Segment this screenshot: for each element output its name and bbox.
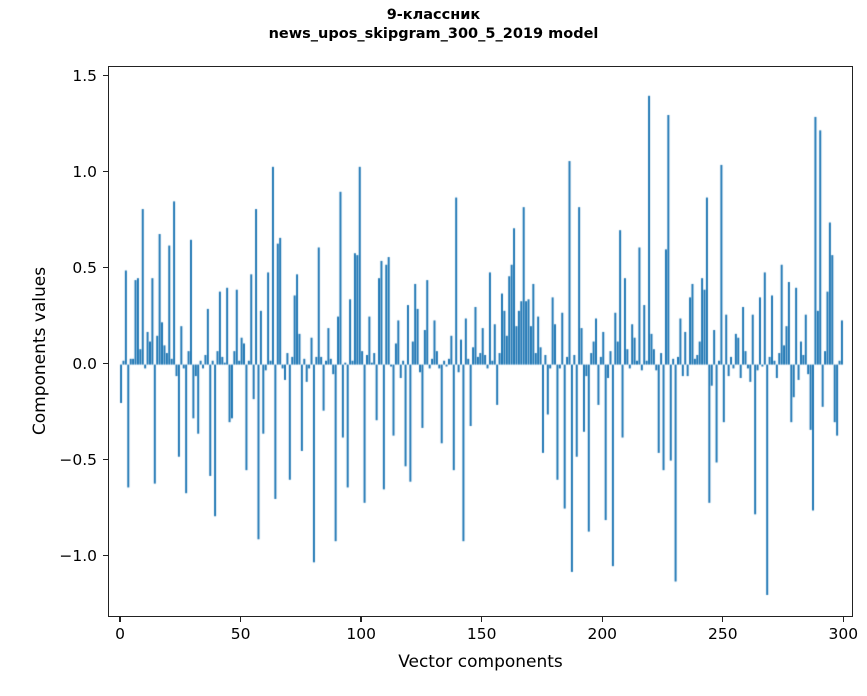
x-tick-label: 250 — [708, 625, 738, 643]
y-tick-label: −0.5 — [59, 450, 97, 469]
y-tick-label: 1.5 — [72, 66, 97, 85]
plot-area — [108, 66, 853, 617]
y-tick-mark — [103, 362, 108, 365]
x-tick-mark — [239, 617, 242, 622]
x-axis-label: Vector components — [398, 652, 563, 672]
x-tick-mark — [842, 617, 845, 622]
y-tick-mark — [103, 74, 108, 77]
y-tick-mark — [103, 554, 108, 557]
x-tick-mark — [601, 617, 603, 622]
x-tick-label: 100 — [346, 625, 376, 643]
chart-title: 9-классник news_upos_skipgram_300_5_2019… — [0, 6, 867, 44]
bar-series-canvas — [109, 67, 852, 616]
chart-title-line-1: 9-классник — [386, 7, 481, 23]
x-tick-label: 300 — [828, 625, 859, 643]
x-tick-label: 0 — [115, 625, 125, 643]
x-tick-label: 150 — [466, 625, 497, 643]
y-tick-mark — [103, 266, 108, 269]
y-tick-label: −1.0 — [59, 546, 97, 565]
y-tick-label: 0.5 — [72, 258, 97, 277]
y-tick-label: 0.0 — [72, 354, 97, 373]
x-tick-label: 200 — [587, 625, 618, 643]
y-tick-mark — [103, 170, 108, 173]
chart-title-line-2: news_upos_skipgram_300_5_2019 model — [268, 25, 599, 42]
y-tick-label: 1.0 — [72, 162, 97, 181]
x-tick-mark — [722, 617, 724, 622]
x-tick-label: 50 — [230, 625, 251, 643]
x-tick-mark — [119, 617, 121, 622]
y-axis-label: Components values — [30, 266, 50, 436]
x-tick-mark — [481, 617, 483, 622]
y-tick-mark — [103, 458, 108, 461]
x-tick-mark — [360, 617, 362, 622]
